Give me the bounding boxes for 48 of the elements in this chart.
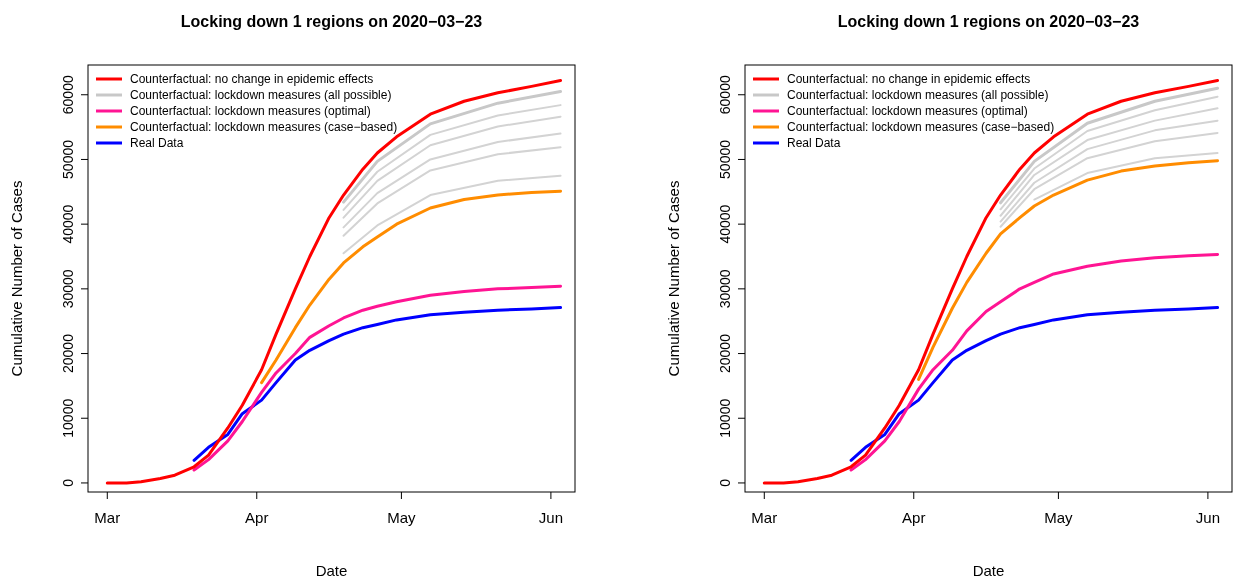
y-tick-label: 40000: [717, 204, 733, 244]
line-series: [342, 174, 562, 255]
legend-label: Counterfactual: no change in epidemic effects: [787, 72, 1031, 86]
x-axis-title: Date: [315, 562, 348, 579]
y-tick-label: 30000: [60, 269, 76, 309]
x-tick-label: Jun: [1195, 509, 1220, 526]
y-tick-label: 0: [717, 478, 733, 487]
y-tick-label: 20000: [60, 333, 76, 374]
legend-label: Counterfactual: no change in epidemic effects: [130, 72, 374, 86]
x-tick-label: Apr: [245, 509, 269, 526]
y-tick-label: 40000: [60, 204, 76, 244]
x-tick-label: Mar: [94, 509, 121, 526]
line-series: [342, 146, 562, 237]
line-series: [849, 253, 1220, 472]
line-series: [192, 306, 563, 462]
legend-label: Real Data: [787, 136, 841, 150]
line-series: [849, 306, 1220, 462]
y-axis-title: Cumulative Number of Cases: [8, 180, 25, 377]
y-tick-label: 10000: [717, 398, 733, 438]
y-tick-label: 50000: [717, 139, 733, 179]
legend-label: Counterfactual: lockdown measures (all possible): [787, 88, 1049, 102]
y-tick-label: 20000: [717, 333, 733, 374]
line-series: [342, 132, 562, 229]
x-axis-title: Date: [972, 562, 1005, 579]
line-series: [1033, 151, 1219, 201]
legend-label: Counterfactual: lockdown measures (case−based): [130, 120, 398, 134]
y-tick-label: 60000: [717, 75, 733, 115]
line-series: [260, 189, 563, 385]
legend-label: Counterfactual: lockdown measures (optimal): [787, 104, 1028, 118]
x-tick-label: Mar: [751, 509, 778, 526]
y-axis-title: Cumulative Number of Cases: [665, 180, 682, 377]
chart-title: Locking down 1 regions on 2020−03−23: [180, 13, 483, 30]
y-tick-label: 30000: [717, 269, 733, 309]
x-tick-label: May: [387, 509, 417, 526]
y-tick-label: 10000: [60, 398, 76, 438]
legend-label: Counterfactual: lockdown measures (case−based): [787, 120, 1055, 134]
x-tick-label: Jun: [538, 509, 563, 526]
chart-title: Locking down 1 regions on 2020−03−23: [837, 13, 1140, 30]
y-tick-label: 50000: [60, 139, 76, 179]
legend-label: Real Data: [130, 136, 184, 150]
y-tick-label: 0: [60, 478, 76, 487]
line-series: [917, 159, 1220, 381]
legend-label: Counterfactual: lockdown measures (all possible): [130, 88, 392, 102]
line-series: [192, 284, 563, 472]
y-tick-label: 60000: [60, 75, 76, 115]
x-tick-label: Apr: [902, 509, 926, 526]
legend-label: Counterfactual: lockdown measures (optimal): [130, 104, 371, 118]
x-tick-label: May: [1044, 509, 1074, 526]
